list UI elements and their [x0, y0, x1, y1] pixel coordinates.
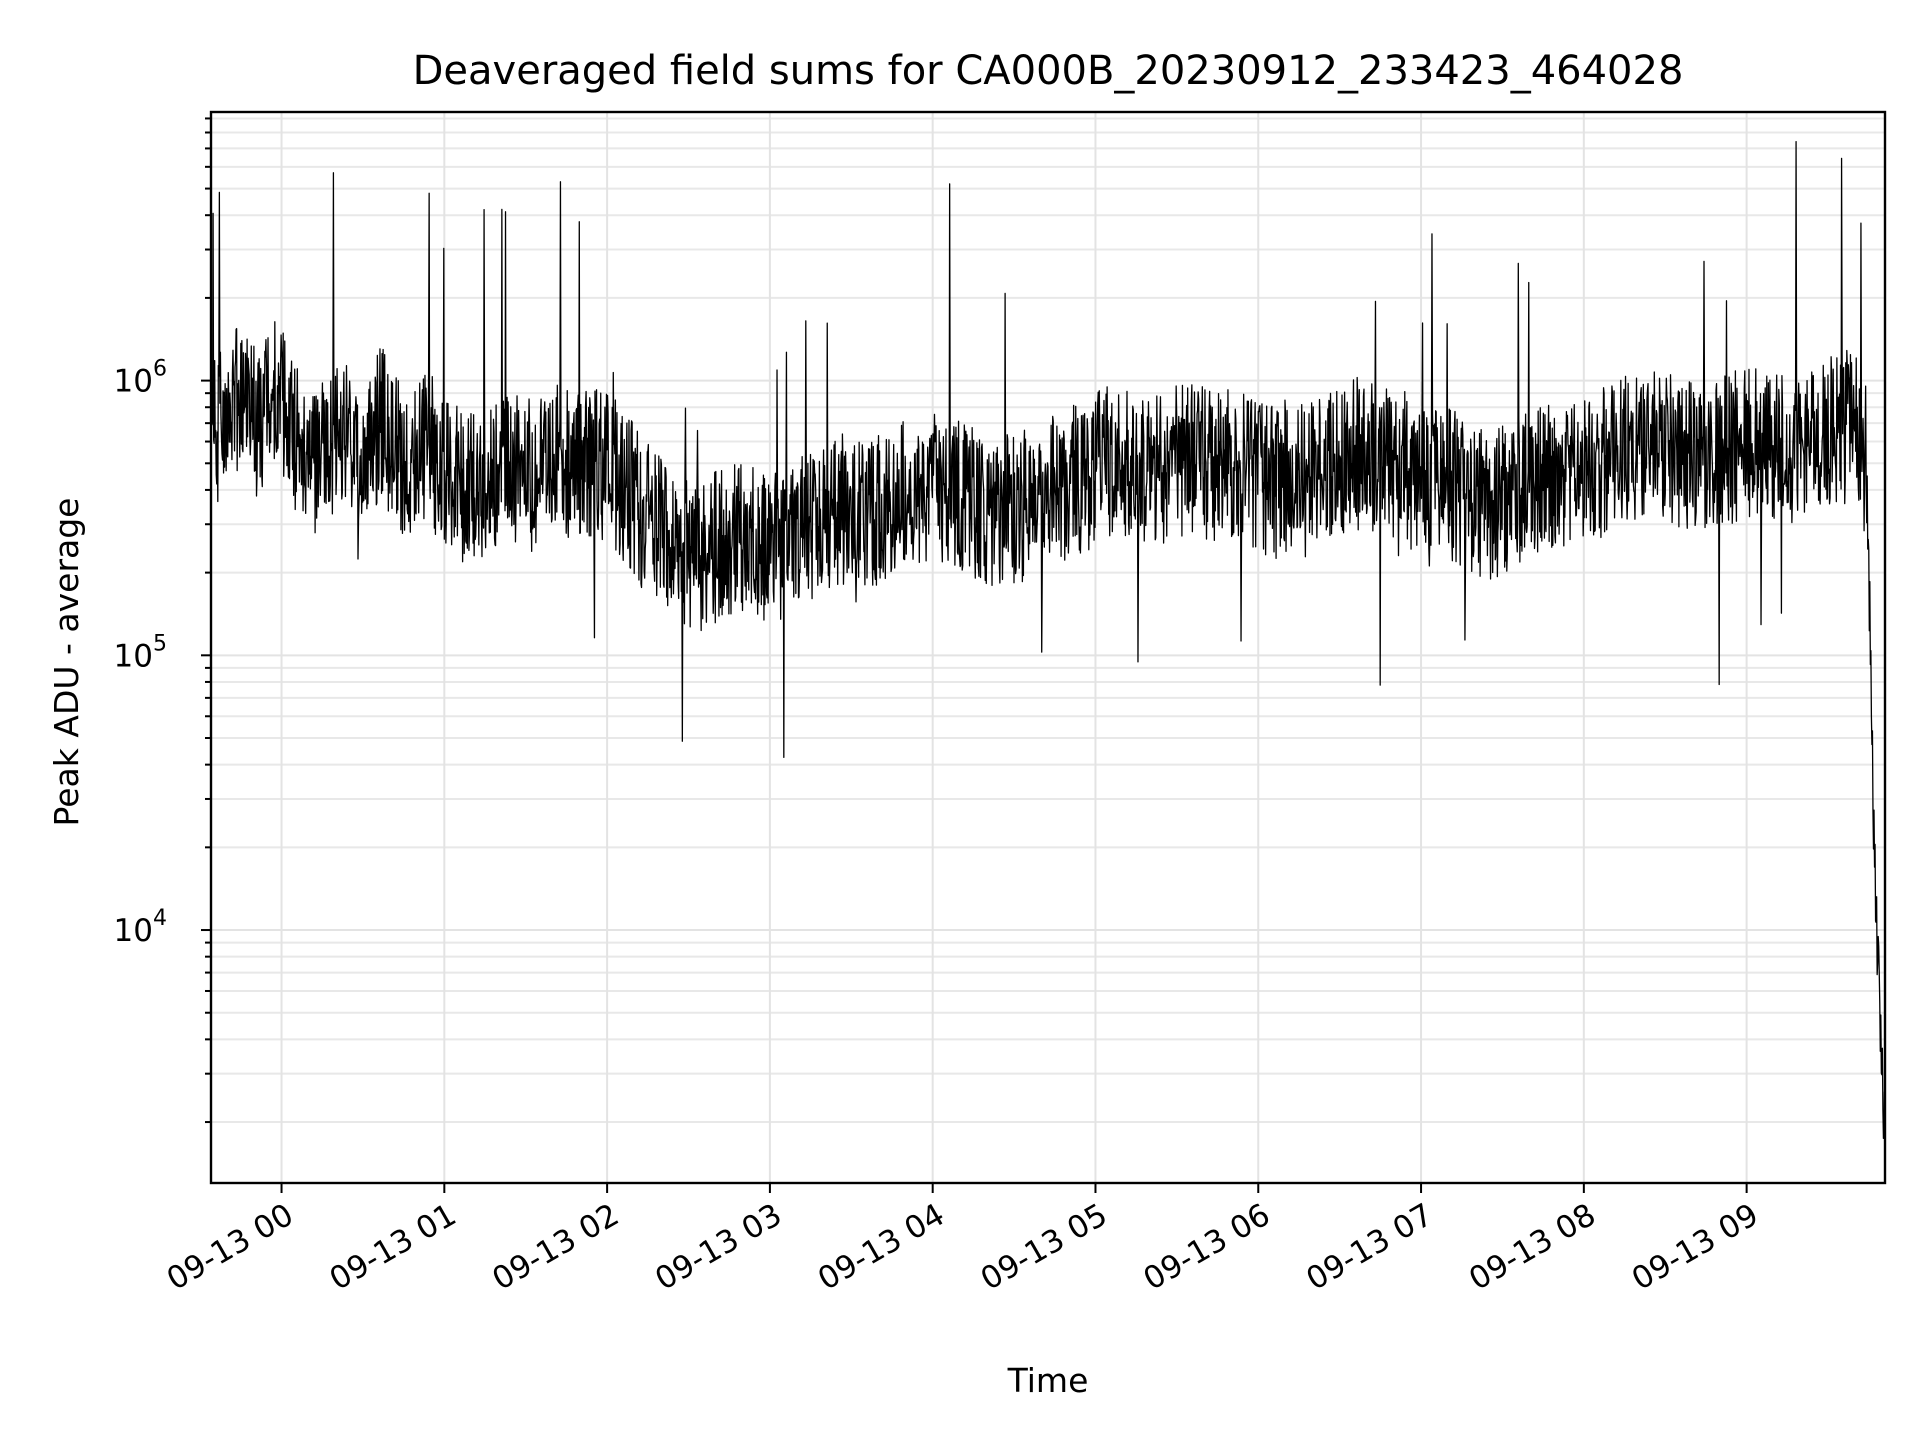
- series-line: [210, 140, 1886, 1139]
- y-axis-label: Peak ADU - average: [47, 498, 86, 827]
- y-tick-label: 104: [114, 906, 167, 949]
- y-tick-label: 106: [114, 357, 167, 400]
- x-axis-label: Time: [1007, 1361, 1089, 1400]
- y-tick-label: 105: [114, 631, 167, 674]
- axes-frame: [209, 110, 1887, 1185]
- series-layer: [210, 140, 1886, 1139]
- chart-title: Deaveraged field sums for CA000B_2023091…: [413, 48, 1684, 94]
